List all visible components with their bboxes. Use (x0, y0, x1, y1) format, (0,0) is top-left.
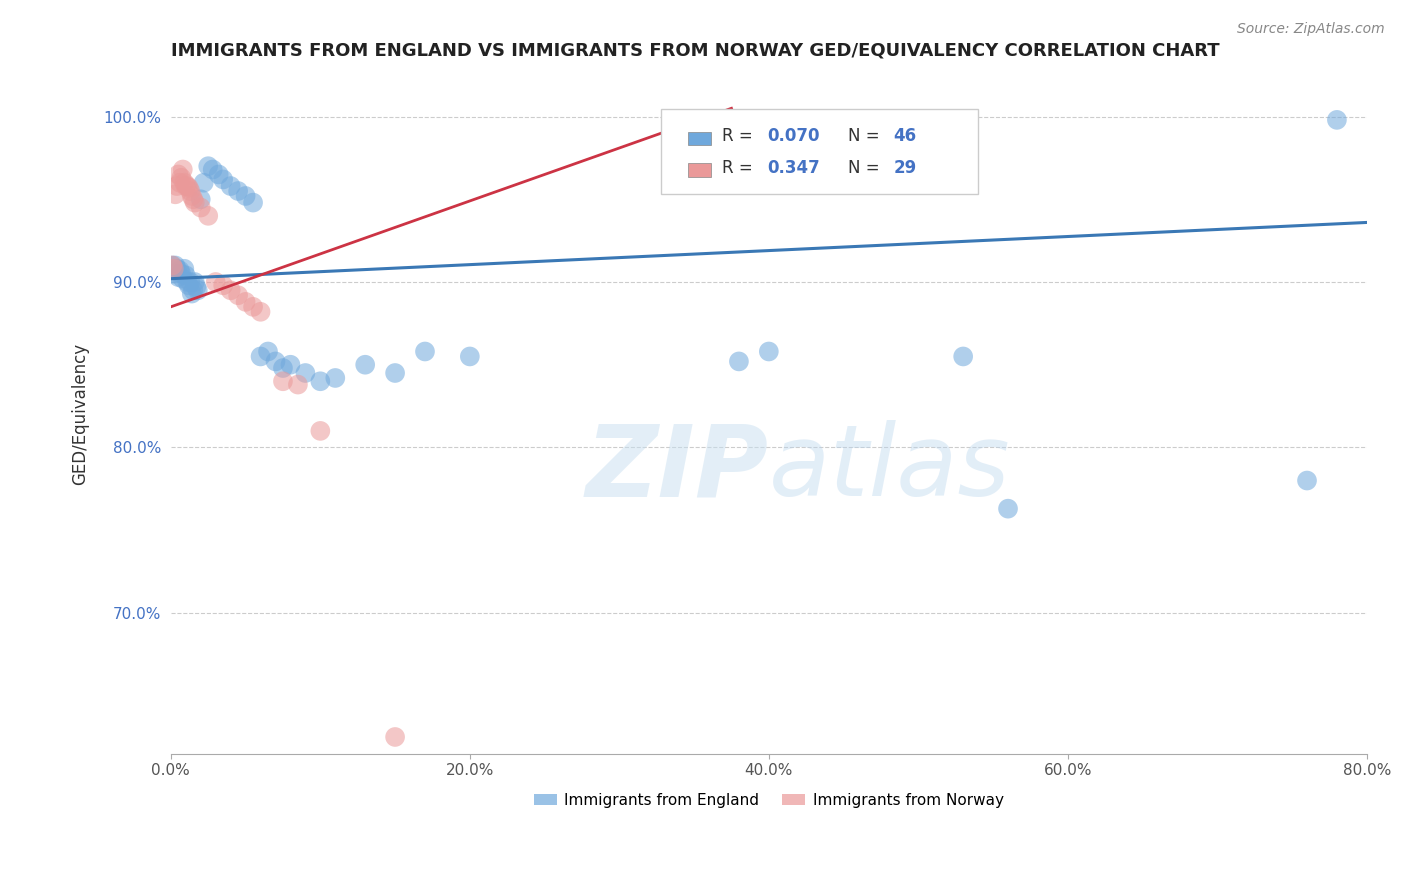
FancyBboxPatch shape (688, 163, 711, 177)
Point (212, 278, 235, 293)
Text: atlas: atlas (769, 420, 1011, 517)
Point (294, 366, 316, 380)
Point (166, 179, 188, 194)
Point (193, 176, 215, 190)
Point (177, 278, 200, 293)
Y-axis label: GED/Equivalency: GED/Equivalency (72, 343, 89, 485)
Point (1296, 474, 1319, 488)
Point (169, 176, 191, 190)
Text: 0.070: 0.070 (768, 128, 820, 145)
Point (190, 201, 212, 215)
Point (179, 184, 201, 198)
Text: R =: R = (723, 128, 758, 145)
Text: N =: N = (848, 128, 884, 145)
Point (173, 176, 195, 190)
Point (169, 263, 191, 277)
Text: 46: 46 (893, 128, 917, 145)
Point (249, 350, 271, 364)
Text: ZIP: ZIP (586, 420, 769, 517)
FancyBboxPatch shape (688, 131, 711, 145)
Point (172, 162, 194, 177)
Point (170, 170, 193, 185)
Point (384, 730, 406, 744)
Point (309, 374, 332, 388)
Point (181, 283, 204, 297)
Point (197, 209, 219, 223)
Point (264, 354, 287, 368)
Point (165, 187, 187, 202)
Point (384, 366, 406, 380)
Point (235, 294, 257, 309)
Text: N =: N = (848, 159, 884, 178)
Point (187, 283, 209, 297)
Point (728, 354, 751, 368)
Point (242, 195, 264, 210)
Point (184, 195, 207, 210)
Point (208, 168, 231, 182)
Point (163, 267, 186, 281)
Point (177, 180, 200, 194)
Point (271, 361, 294, 376)
Point (167, 168, 190, 182)
Point (186, 280, 208, 294)
Point (271, 374, 294, 388)
Text: 29: 29 (893, 159, 917, 178)
Point (997, 501, 1019, 516)
FancyBboxPatch shape (661, 109, 979, 194)
Text: IMMIGRANTS FROM ENGLAND VS IMMIGRANTS FROM NORWAY GED/EQUIVALENCY CORRELATION CH: IMMIGRANTS FROM ENGLAND VS IMMIGRANTS FR… (172, 42, 1219, 60)
Point (165, 259, 187, 273)
Point (180, 286, 202, 301)
Point (176, 275, 198, 289)
Point (323, 371, 346, 385)
Point (163, 261, 186, 276)
Point (287, 377, 309, 392)
Point (197, 159, 219, 173)
Point (181, 192, 204, 206)
Point (219, 179, 242, 194)
Point (184, 275, 207, 289)
Point (952, 350, 974, 364)
Point (242, 300, 264, 314)
Point (162, 259, 184, 273)
Point (354, 358, 377, 372)
Point (170, 267, 193, 281)
Point (458, 350, 481, 364)
Point (179, 275, 201, 289)
Point (257, 344, 280, 359)
Point (190, 192, 212, 206)
Point (212, 172, 235, 186)
Point (174, 179, 197, 194)
Point (172, 271, 194, 285)
Point (162, 259, 184, 273)
Point (309, 424, 332, 438)
Text: R =: R = (723, 159, 758, 178)
Point (204, 275, 226, 289)
Point (758, 344, 780, 359)
Point (173, 261, 195, 276)
Point (166, 261, 188, 276)
Point (235, 189, 257, 203)
Point (176, 179, 198, 194)
Point (167, 270, 190, 285)
Legend: Immigrants from England, Immigrants from Norway: Immigrants from England, Immigrants from… (527, 787, 1010, 814)
Point (180, 189, 202, 203)
Point (201, 162, 224, 177)
Text: Source: ZipAtlas.com: Source: ZipAtlas.com (1237, 22, 1385, 37)
Point (219, 283, 242, 297)
Point (174, 268, 197, 283)
Point (413, 344, 436, 359)
Point (226, 184, 249, 198)
Point (226, 288, 249, 302)
Point (280, 358, 302, 372)
Point (249, 305, 271, 319)
Text: 0.347: 0.347 (768, 159, 820, 178)
Point (1326, 112, 1348, 127)
